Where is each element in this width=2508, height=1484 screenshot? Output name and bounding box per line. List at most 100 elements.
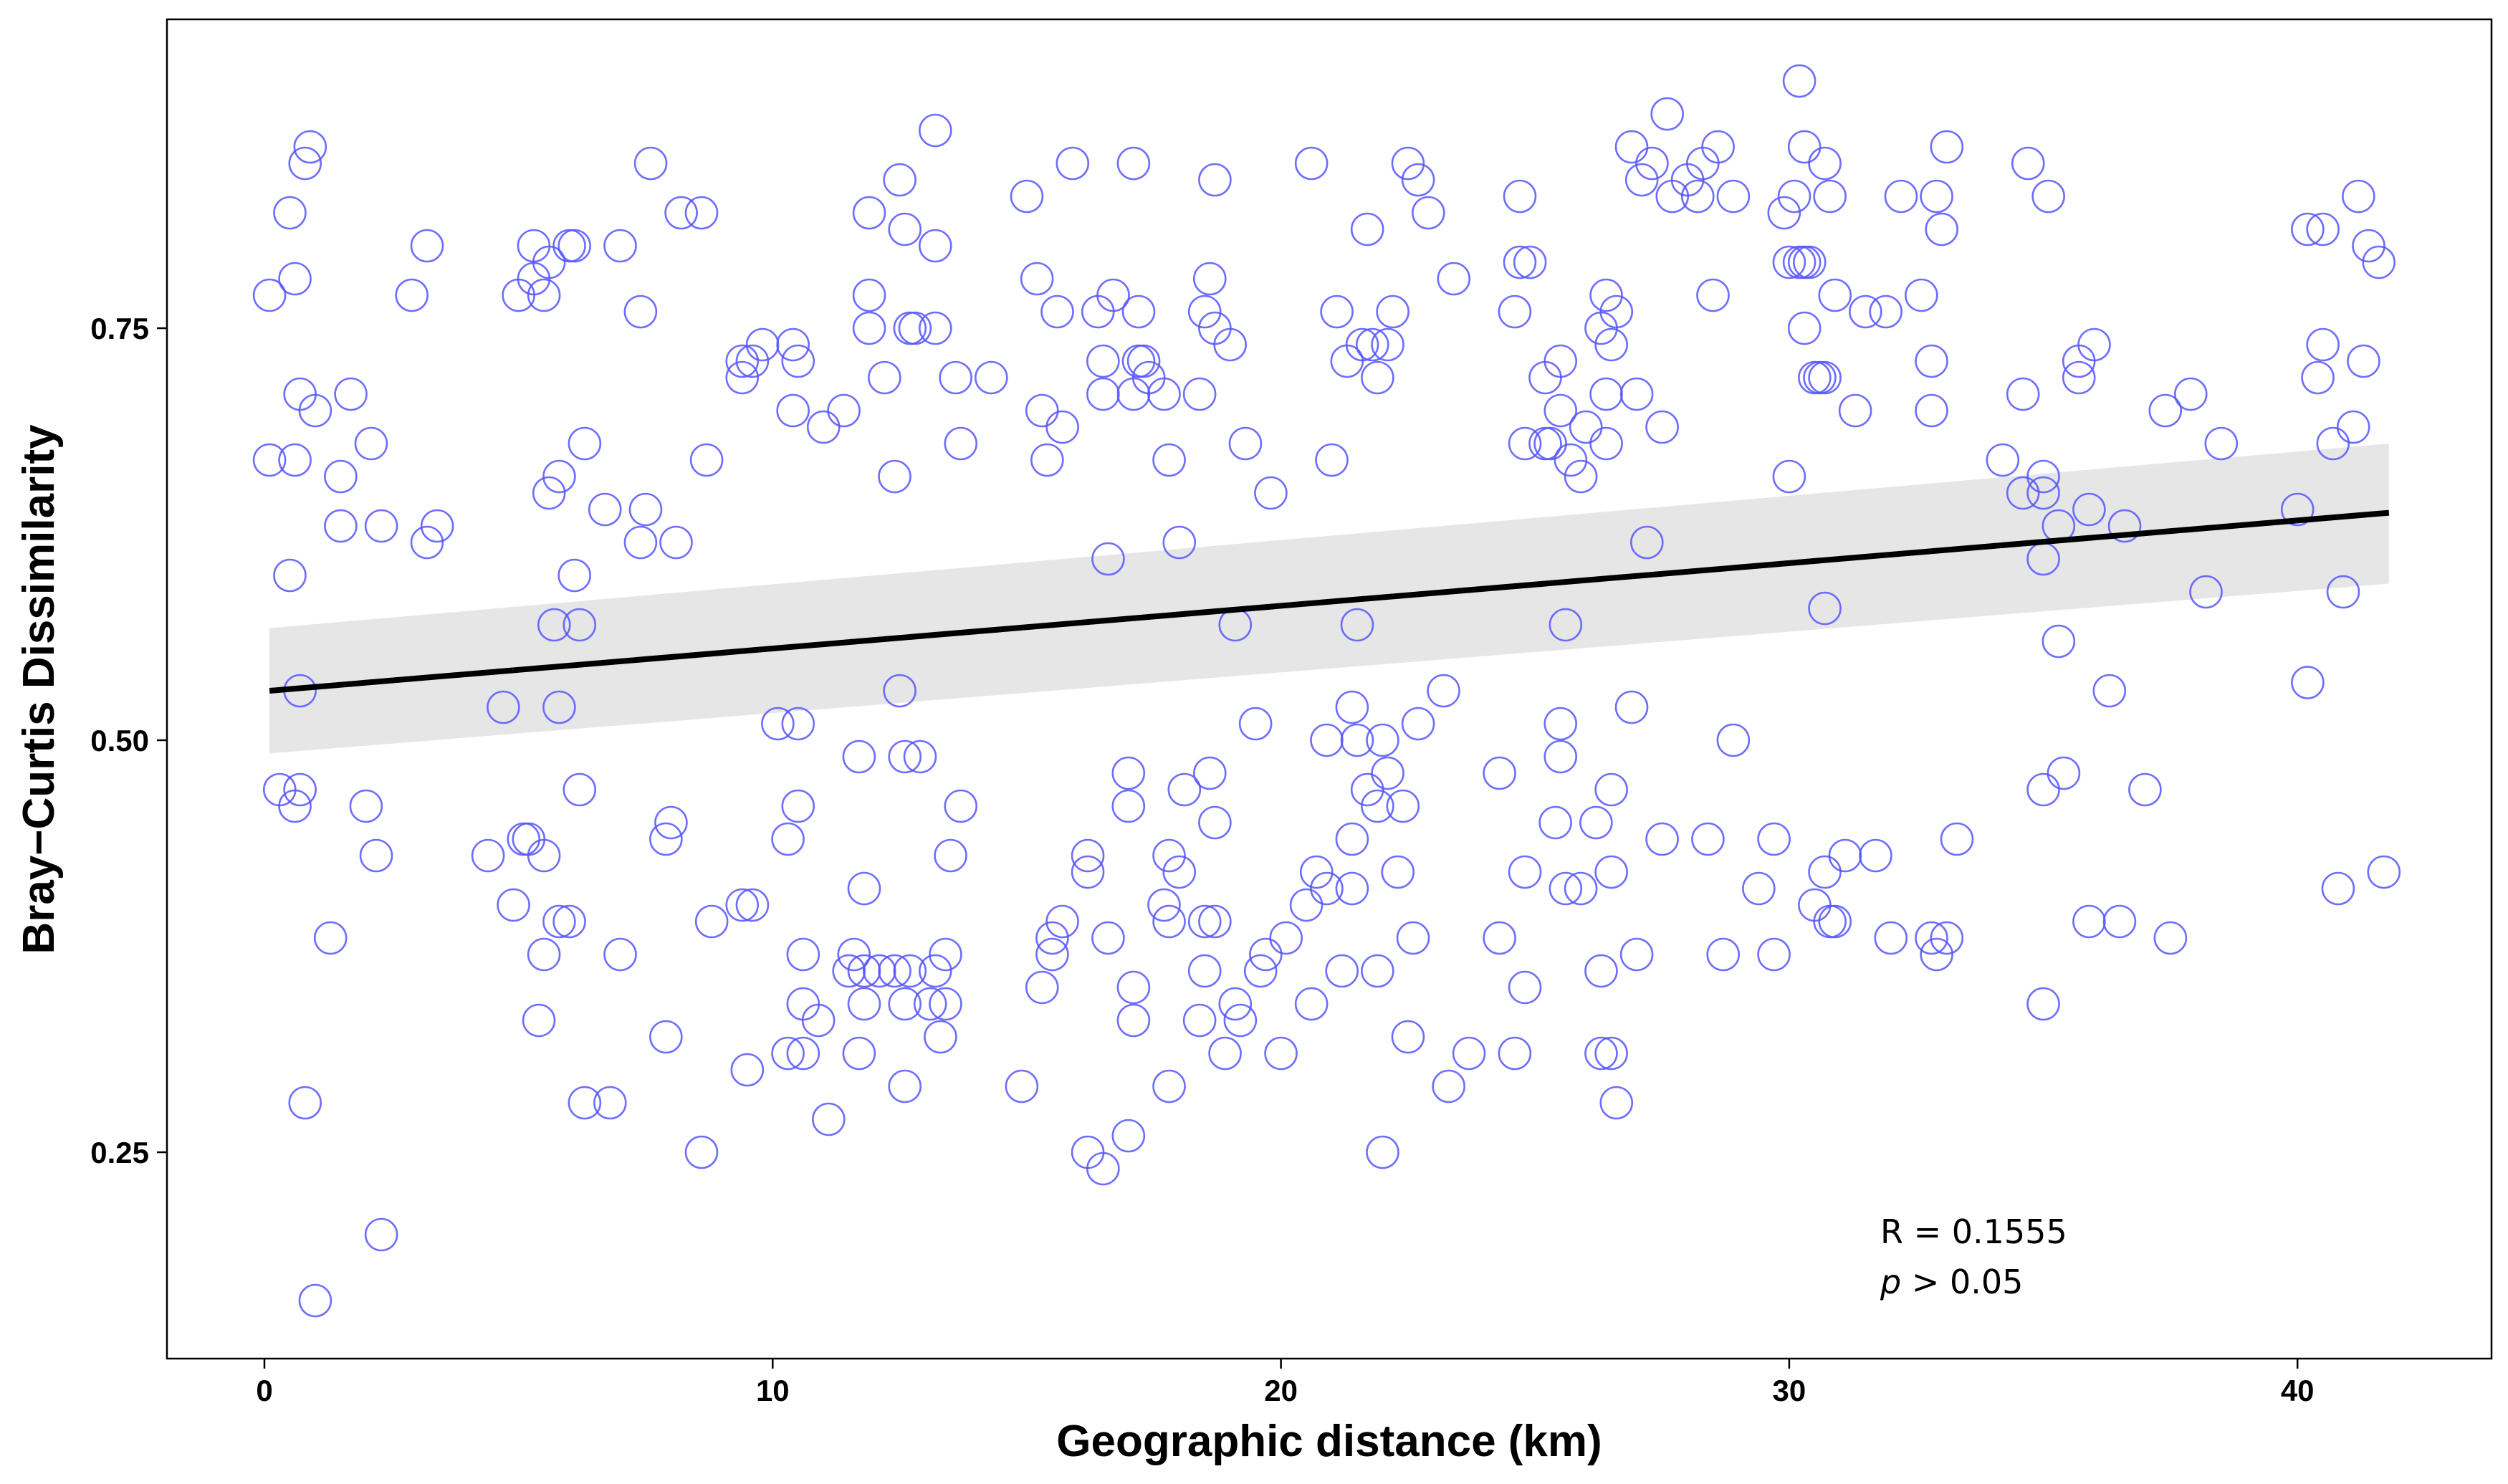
data-point	[1757, 937, 1791, 972]
data-point	[542, 904, 576, 939]
r-annotation: R = 0.1555	[1880, 1212, 2067, 1251]
x-tick-label: 30	[1773, 1374, 1806, 1407]
data-point	[1396, 921, 1430, 955]
data-point	[1045, 410, 1079, 444]
data-point	[1543, 344, 1578, 378]
data-point	[1706, 937, 1740, 972]
data-point	[913, 987, 947, 1021]
data-point	[786, 1036, 820, 1071]
data-point	[1645, 822, 1679, 856]
data-point	[537, 608, 571, 642]
data-point	[735, 888, 770, 922]
data-point	[1716, 723, 1751, 757]
data-point	[1020, 262, 1054, 296]
data-point	[654, 805, 688, 840]
data-point	[2011, 146, 2045, 181]
data-point	[2326, 575, 2360, 609]
data-point	[1782, 64, 1817, 98]
data-point	[527, 838, 561, 873]
data-point	[593, 1086, 627, 1120]
data-point	[1391, 1020, 1425, 1054]
data-point	[1920, 937, 1953, 972]
data-point	[288, 1086, 322, 1120]
data-point	[1589, 377, 1623, 411]
data-point	[1071, 855, 1105, 889]
data-point	[1116, 146, 1151, 181]
data-point	[1116, 1003, 1151, 1038]
data-point	[1503, 179, 1537, 214]
data-point	[745, 327, 780, 362]
data-point	[1086, 1152, 1120, 1186]
data-point	[812, 1102, 846, 1136]
data-point	[1299, 855, 1334, 889]
data-point	[1538, 805, 1572, 840]
data-point	[694, 904, 729, 939]
data-point	[1208, 1036, 1242, 1071]
data-point	[1859, 838, 1892, 873]
data-point	[2077, 327, 2111, 362]
data-point	[898, 311, 932, 345]
data-point	[847, 987, 881, 1021]
data-point	[2204, 426, 2239, 461]
data-point	[883, 674, 916, 708]
data-point	[1182, 1003, 1217, 1038]
data-point	[1915, 921, 1948, 955]
data-point	[1813, 179, 1847, 214]
data-point	[1742, 871, 1776, 906]
data-point	[2072, 904, 2106, 939]
data-point	[542, 459, 576, 494]
data-point	[1361, 954, 1394, 988]
data-point	[2280, 492, 2315, 527]
data-point	[1594, 772, 1628, 807]
data-point	[2031, 179, 2065, 214]
data-point	[1355, 327, 1389, 362]
data-point	[852, 278, 886, 312]
data-point	[1508, 970, 1542, 1005]
data-point	[1401, 707, 1435, 741]
data-point	[395, 278, 429, 312]
data-point	[893, 954, 927, 988]
data-point	[1366, 1135, 1399, 1169]
data-point	[776, 393, 810, 428]
data-point	[1584, 954, 1618, 988]
data-point	[1335, 822, 1369, 856]
data-point	[1549, 871, 1583, 906]
data-point	[1345, 327, 1379, 362]
data-point	[771, 822, 805, 856]
data-point	[852, 196, 886, 230]
data-point	[552, 904, 586, 939]
data-point	[2352, 229, 2385, 263]
data-point	[2367, 855, 2401, 889]
data-point	[471, 838, 505, 873]
data-point	[1838, 393, 1872, 428]
data-point	[2291, 666, 2325, 699]
data-point	[298, 1283, 332, 1318]
data-point	[1808, 360, 1842, 395]
data-point	[2347, 344, 2380, 378]
data-point	[1701, 130, 1735, 164]
data-point	[944, 426, 978, 461]
data-point	[1772, 459, 1806, 494]
data-point	[623, 295, 658, 329]
data-point	[278, 262, 312, 296]
data-point	[1167, 772, 1202, 807]
data-point	[868, 360, 901, 395]
data-point	[1162, 525, 1197, 560]
data-point	[1152, 904, 1186, 939]
data-point	[842, 1036, 876, 1071]
data-point	[1187, 295, 1222, 329]
data-point	[1513, 245, 1547, 279]
data-point	[1096, 278, 1130, 312]
data-point	[1869, 295, 1902, 329]
data-point	[532, 245, 566, 279]
data-point	[1223, 1003, 1258, 1038]
data-point	[888, 1069, 922, 1104]
data-point	[1310, 723, 1344, 757]
data-point	[918, 954, 952, 988]
x-tick-label: 0	[256, 1374, 272, 1407]
data-point	[1818, 278, 1852, 312]
data-point	[918, 229, 952, 263]
data-point	[1310, 871, 1344, 906]
data-point	[420, 509, 454, 543]
data-point	[1213, 327, 1247, 362]
